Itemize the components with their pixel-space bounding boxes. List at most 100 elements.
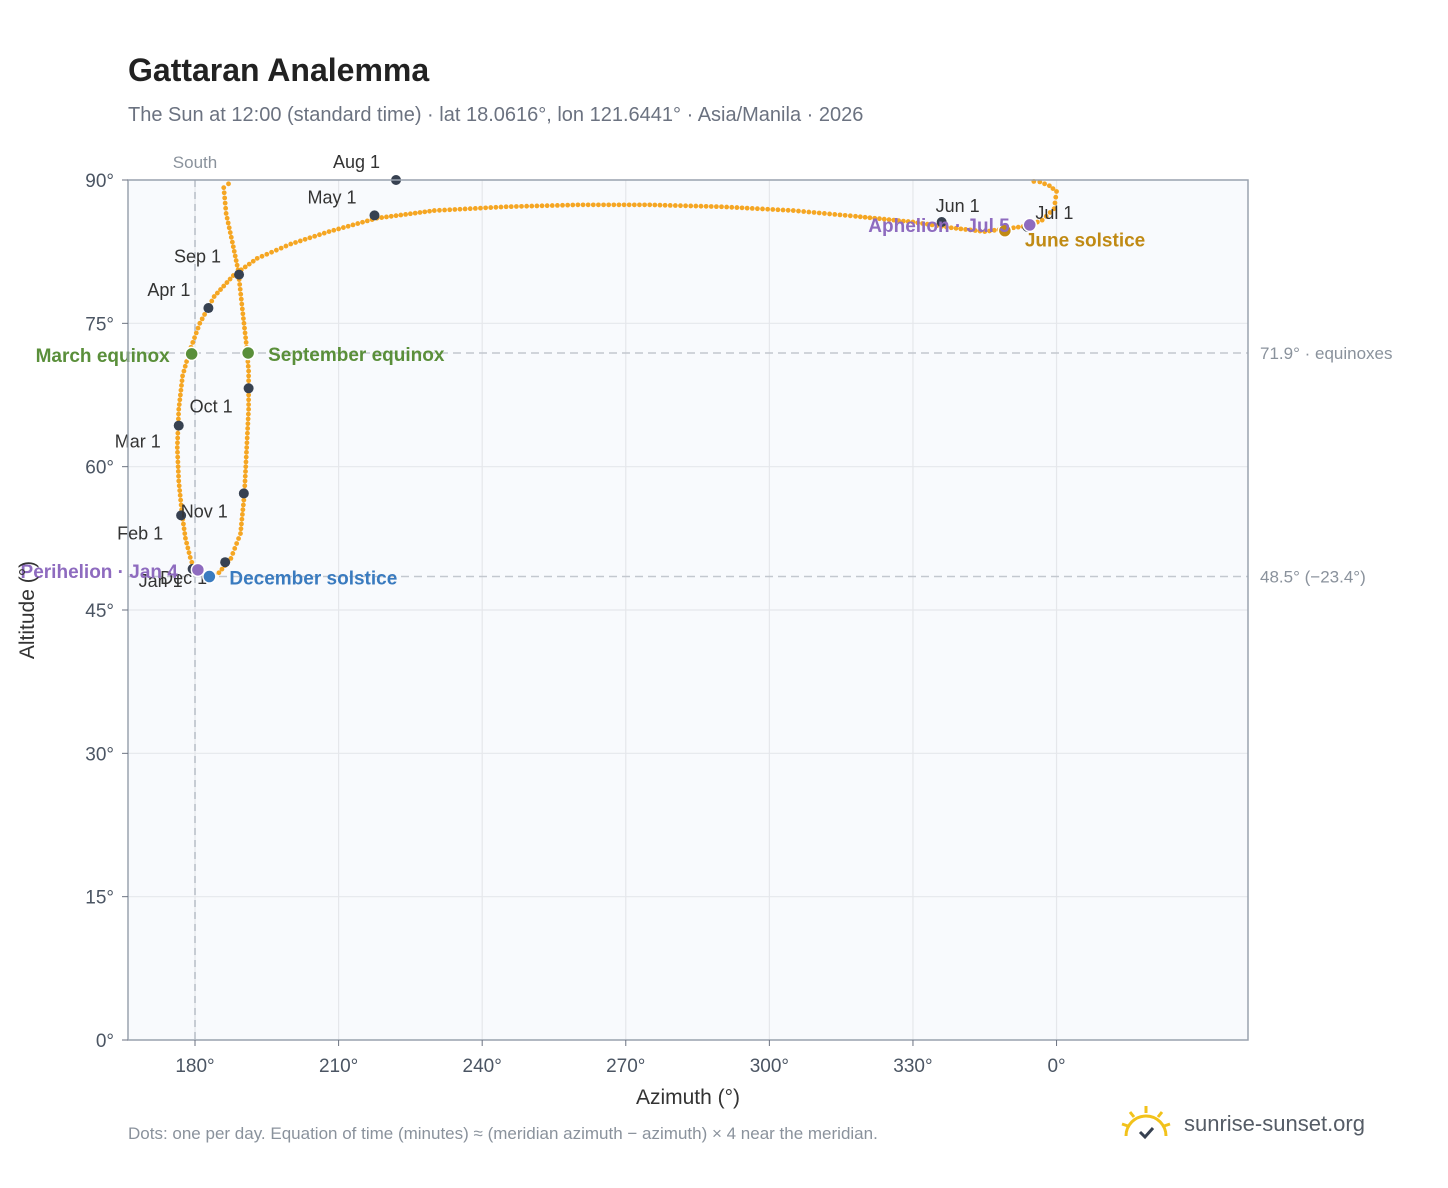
- path-dot: [982, 229, 988, 235]
- path-dot: [703, 203, 709, 209]
- path-dot: [221, 185, 227, 191]
- path-dot: [407, 211, 413, 217]
- path-dot: [239, 306, 245, 312]
- path-dot: [662, 202, 668, 208]
- path-dot: [977, 228, 983, 234]
- path-dot: [232, 253, 238, 259]
- path-dot: [175, 435, 181, 441]
- path-dot: [246, 402, 252, 407]
- path-dot: [185, 545, 191, 551]
- path-dot: [749, 205, 755, 211]
- path-dot: [388, 213, 394, 219]
- path-dot: [245, 359, 251, 364]
- path-dot: [244, 449, 249, 455]
- path-dot: [493, 204, 499, 210]
- path-dot: [631, 202, 637, 208]
- path-dot: [948, 225, 954, 231]
- path-dot: [447, 207, 453, 213]
- brand[interactable]: sunrise-sunset.org: [1120, 1104, 1365, 1144]
- path-dot: [862, 214, 868, 220]
- path-dot: [544, 203, 550, 209]
- path-dot: [218, 287, 223, 292]
- path-dot: [307, 235, 313, 241]
- path-dot: [245, 426, 251, 431]
- month-marker: [203, 303, 214, 314]
- path-dot: [244, 440, 250, 446]
- path-dot: [182, 363, 188, 369]
- path-dot: [621, 202, 627, 208]
- path-dot: [647, 202, 653, 208]
- x-tick-label: 330°: [893, 1056, 932, 1077]
- path-dot: [224, 215, 230, 221]
- path-dot: [245, 430, 250, 436]
- path-dot: [254, 255, 260, 261]
- path-dot: [178, 502, 184, 508]
- path-dot: [384, 214, 389, 220]
- path-dot: [219, 566, 225, 572]
- path-dot: [241, 320, 247, 326]
- path-dot: [177, 492, 183, 498]
- path-dot: [273, 247, 279, 253]
- path-dot: [729, 204, 735, 210]
- path-dot: [472, 205, 478, 211]
- path-dot: [867, 215, 873, 221]
- path-dot: [760, 206, 765, 212]
- path-dot: [953, 225, 959, 231]
- path-dot: [924, 221, 930, 227]
- path-dot: [857, 214, 863, 220]
- path-dot: [246, 397, 252, 403]
- y-axis-label: Altitude (°): [16, 561, 39, 659]
- path-dot: [242, 330, 248, 336]
- y-tick-label: 30°: [85, 744, 114, 765]
- path-dot: [427, 208, 432, 214]
- path-dot: [176, 473, 181, 479]
- path-dot: [442, 207, 447, 213]
- path-dot: [886, 217, 892, 223]
- path-dot: [1053, 194, 1059, 200]
- path-dot: [642, 202, 647, 208]
- path-dot: [278, 245, 284, 251]
- path-dot: [175, 459, 181, 465]
- path-dot: [708, 204, 714, 209]
- path-dot: [796, 208, 801, 214]
- path-dot: [379, 215, 385, 220]
- path-dot: [457, 206, 463, 212]
- path-dot: [1054, 189, 1059, 194]
- path-dot: [539, 203, 545, 209]
- path-dot: [222, 195, 228, 201]
- path-dot: [227, 230, 233, 235]
- path-dot: [508, 204, 514, 210]
- path-dot: [915, 220, 921, 226]
- path-dot: [211, 294, 217, 299]
- path-dot: [616, 202, 622, 208]
- path-dot: [189, 559, 195, 565]
- month-marker: [173, 420, 184, 431]
- path-dot: [672, 203, 678, 208]
- path-dot: [452, 207, 458, 212]
- event-label: September equinox: [268, 345, 445, 366]
- path-dot: [178, 387, 184, 393]
- path-dot: [240, 507, 246, 513]
- path-dot: [1039, 217, 1045, 223]
- path-dot: [180, 373, 185, 379]
- path-dot: [238, 296, 244, 302]
- path-dot: [765, 206, 771, 212]
- path-dot: [236, 536, 241, 541]
- path-dot: [240, 311, 246, 317]
- reference-lines: South 71.9° · equinoxes 48.5° (−23.4°): [128, 153, 1393, 1040]
- path-dot: [259, 253, 265, 259]
- reference-line-label: 48.5° (−23.4°): [1260, 568, 1366, 587]
- path-dot: [958, 226, 964, 232]
- path-dot: [197, 320, 203, 326]
- path-dot: [243, 459, 249, 465]
- path-dot: [193, 330, 199, 336]
- path-dot: [176, 411, 181, 417]
- path-dot: [585, 202, 591, 208]
- path-dot: [872, 215, 878, 221]
- x-tick-label: 300°: [750, 1056, 789, 1077]
- path-dot: [657, 202, 663, 208]
- path-dot: [226, 181, 231, 187]
- path-dot: [234, 262, 240, 268]
- path-dot: [246, 392, 252, 398]
- path-dot: [237, 282, 243, 287]
